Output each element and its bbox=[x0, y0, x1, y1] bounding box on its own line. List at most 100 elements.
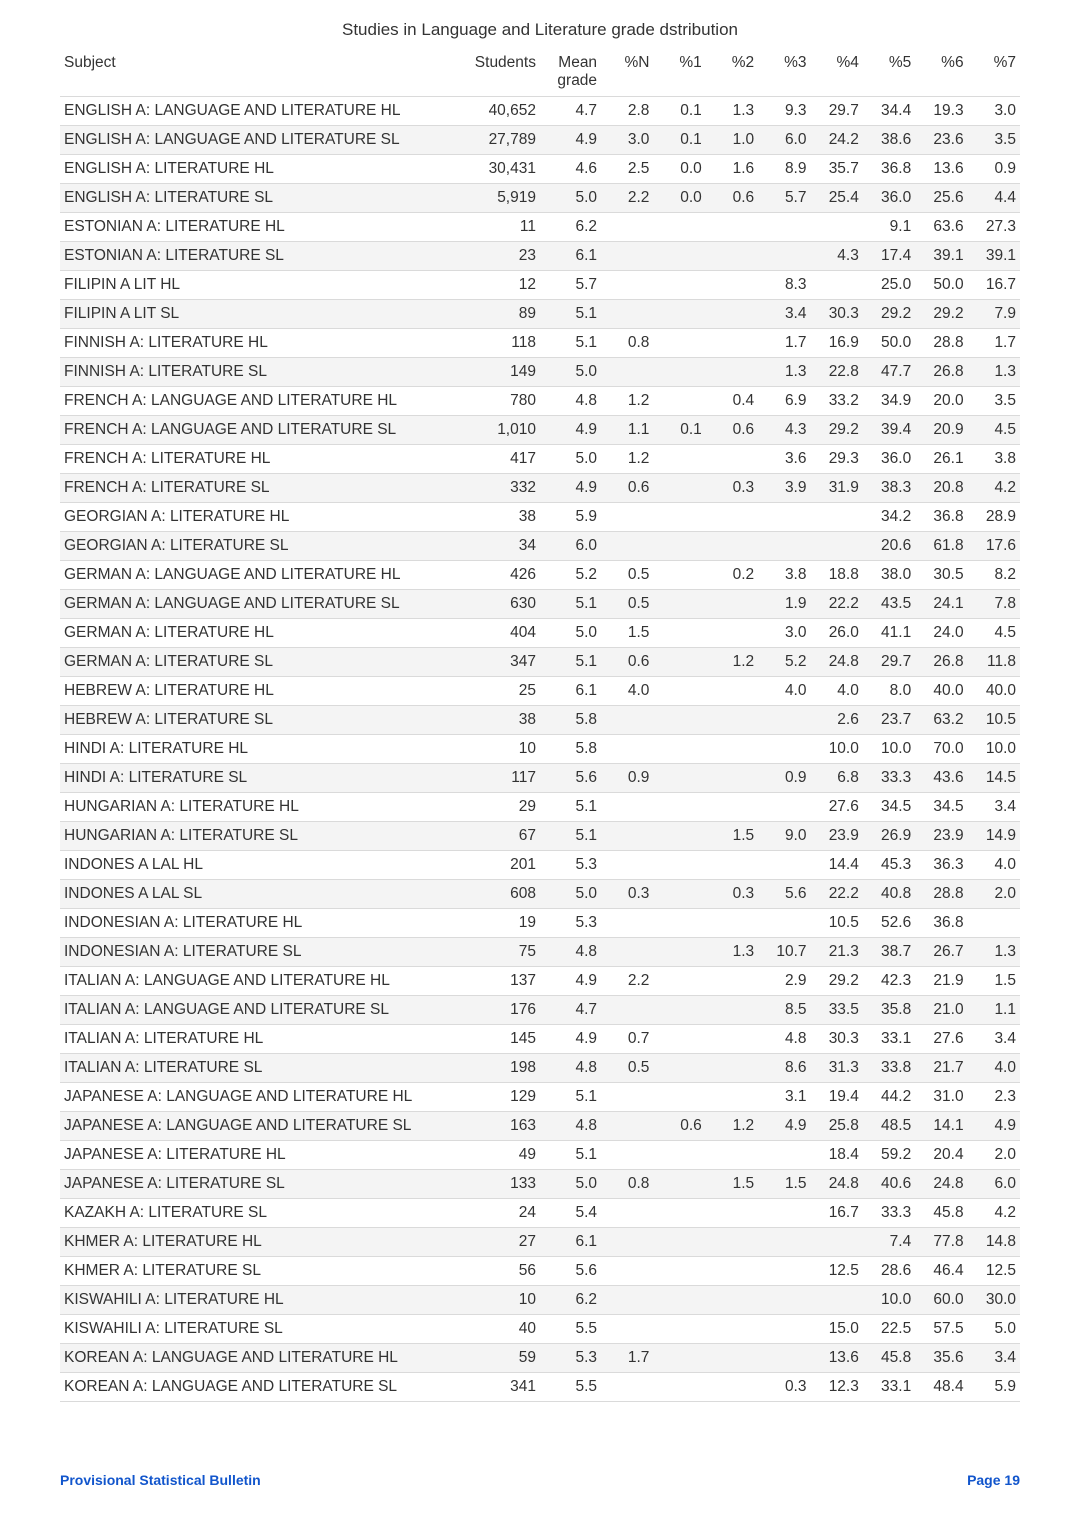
cell-value: 1.5 bbox=[758, 1170, 810, 1199]
cell-value bbox=[706, 300, 758, 329]
cell-value: 2.5 bbox=[601, 155, 653, 184]
cell-value: 5.5 bbox=[540, 1315, 601, 1344]
cell-subject: HEBREW A: LITERATURE HL bbox=[60, 677, 464, 706]
cell-value bbox=[601, 822, 653, 851]
cell-value: 3.9 bbox=[758, 474, 810, 503]
cell-subject: FRENCH A: LANGUAGE AND LITERATURE HL bbox=[60, 387, 464, 416]
table-row: HUNGARIAN A: LITERATURE HL295.127.634.53… bbox=[60, 793, 1020, 822]
cell-value: 10.5 bbox=[968, 706, 1020, 735]
cell-value bbox=[653, 387, 705, 416]
table-row: ITALIAN A: LANGUAGE AND LITERATURE SL176… bbox=[60, 996, 1020, 1025]
cell-value: 25 bbox=[464, 677, 540, 706]
cell-value bbox=[706, 1228, 758, 1257]
cell-value: 630 bbox=[464, 590, 540, 619]
cell-value: 3.8 bbox=[758, 561, 810, 590]
cell-value: 34.9 bbox=[863, 387, 915, 416]
table-row: FILIPIN A LIT HL125.78.325.050.016.7 bbox=[60, 271, 1020, 300]
cell-value bbox=[653, 996, 705, 1025]
cell-subject: INDONESIAN A: LITERATURE SL bbox=[60, 938, 464, 967]
cell-value: 29.2 bbox=[863, 300, 915, 329]
cell-value: 5.0 bbox=[540, 184, 601, 213]
cell-value: 0.9 bbox=[968, 155, 1020, 184]
cell-value: 4.9 bbox=[540, 474, 601, 503]
cell-value: 26.7 bbox=[915, 938, 967, 967]
cell-value: 35.7 bbox=[811, 155, 863, 184]
cell-value: 27.6 bbox=[915, 1025, 967, 1054]
cell-value: 137 bbox=[464, 967, 540, 996]
cell-value bbox=[811, 213, 863, 242]
cell-value bbox=[653, 1228, 705, 1257]
cell-value: 198 bbox=[464, 1054, 540, 1083]
cell-value: 0.6 bbox=[706, 184, 758, 213]
cell-value: 5.0 bbox=[540, 445, 601, 474]
cell-value: 4.2 bbox=[968, 1199, 1020, 1228]
cell-value: 38 bbox=[464, 503, 540, 532]
cell-value bbox=[758, 1257, 810, 1286]
cell-value: 6.1 bbox=[540, 242, 601, 271]
cell-value: 4.8 bbox=[540, 1112, 601, 1141]
col-subject: Subject bbox=[60, 48, 464, 97]
cell-value: 4.7 bbox=[540, 996, 601, 1025]
cell-value: 77.8 bbox=[915, 1228, 967, 1257]
table-row: HEBREW A: LITERATURE SL385.82.623.763.21… bbox=[60, 706, 1020, 735]
cell-subject: KOREAN A: LANGUAGE AND LITERATURE HL bbox=[60, 1344, 464, 1373]
cell-value bbox=[653, 1025, 705, 1054]
cell-value: 49 bbox=[464, 1141, 540, 1170]
cell-value: 30.3 bbox=[811, 1025, 863, 1054]
cell-value bbox=[706, 1025, 758, 1054]
cell-value: 5.1 bbox=[540, 1141, 601, 1170]
cell-value: 0.6 bbox=[653, 1112, 705, 1141]
cell-value: 3.0 bbox=[968, 97, 1020, 126]
cell-value: 6.2 bbox=[540, 1286, 601, 1315]
cell-value bbox=[706, 1199, 758, 1228]
cell-value bbox=[601, 1286, 653, 1315]
cell-value bbox=[653, 619, 705, 648]
cell-value: 35.8 bbox=[863, 996, 915, 1025]
cell-value: 5.4 bbox=[540, 1199, 601, 1228]
cell-subject: GEORGIAN A: LITERATURE SL bbox=[60, 532, 464, 561]
cell-value: 1.5 bbox=[601, 619, 653, 648]
cell-value bbox=[653, 561, 705, 590]
cell-value bbox=[706, 764, 758, 793]
cell-subject: HUNGARIAN A: LITERATURE SL bbox=[60, 822, 464, 851]
col-students: Students bbox=[464, 48, 540, 97]
cell-value bbox=[706, 271, 758, 300]
cell-value: 0.4 bbox=[706, 387, 758, 416]
cell-value: 2.0 bbox=[968, 1141, 1020, 1170]
cell-value bbox=[706, 213, 758, 242]
cell-subject: ITALIAN A: LANGUAGE AND LITERATURE SL bbox=[60, 996, 464, 1025]
cell-value: 34 bbox=[464, 532, 540, 561]
cell-value bbox=[968, 909, 1020, 938]
cell-value: 7.9 bbox=[968, 300, 1020, 329]
cell-value: 23 bbox=[464, 242, 540, 271]
table-row: FRENCH A: LANGUAGE AND LITERATURE SL1,01… bbox=[60, 416, 1020, 445]
cell-value bbox=[653, 532, 705, 561]
cell-value: 1,010 bbox=[464, 416, 540, 445]
cell-value: 24.1 bbox=[915, 590, 967, 619]
cell-value bbox=[601, 996, 653, 1025]
cell-value: 50.0 bbox=[863, 329, 915, 358]
cell-value: 21.0 bbox=[915, 996, 967, 1025]
cell-value: 63.2 bbox=[915, 706, 967, 735]
cell-subject: KISWAHILI A: LITERATURE SL bbox=[60, 1315, 464, 1344]
cell-value: 9.3 bbox=[758, 97, 810, 126]
cell-value bbox=[653, 358, 705, 387]
cell-value: 20.0 bbox=[915, 387, 967, 416]
cell-value: 50.0 bbox=[915, 271, 967, 300]
cell-value: 5.1 bbox=[540, 648, 601, 677]
cell-value: 89 bbox=[464, 300, 540, 329]
cell-value: 38.7 bbox=[863, 938, 915, 967]
cell-value: 0.7 bbox=[601, 1025, 653, 1054]
cell-value: 11 bbox=[464, 213, 540, 242]
cell-value: 22.5 bbox=[863, 1315, 915, 1344]
cell-value: 20.9 bbox=[915, 416, 967, 445]
cell-value bbox=[706, 532, 758, 561]
cell-subject: KHMER A: LITERATURE SL bbox=[60, 1257, 464, 1286]
cell-value: 347 bbox=[464, 648, 540, 677]
cell-value bbox=[653, 329, 705, 358]
cell-value bbox=[653, 213, 705, 242]
cell-value: 31.0 bbox=[915, 1083, 967, 1112]
cell-value: 29.7 bbox=[863, 648, 915, 677]
cell-value bbox=[653, 1286, 705, 1315]
cell-value: 10.5 bbox=[811, 909, 863, 938]
